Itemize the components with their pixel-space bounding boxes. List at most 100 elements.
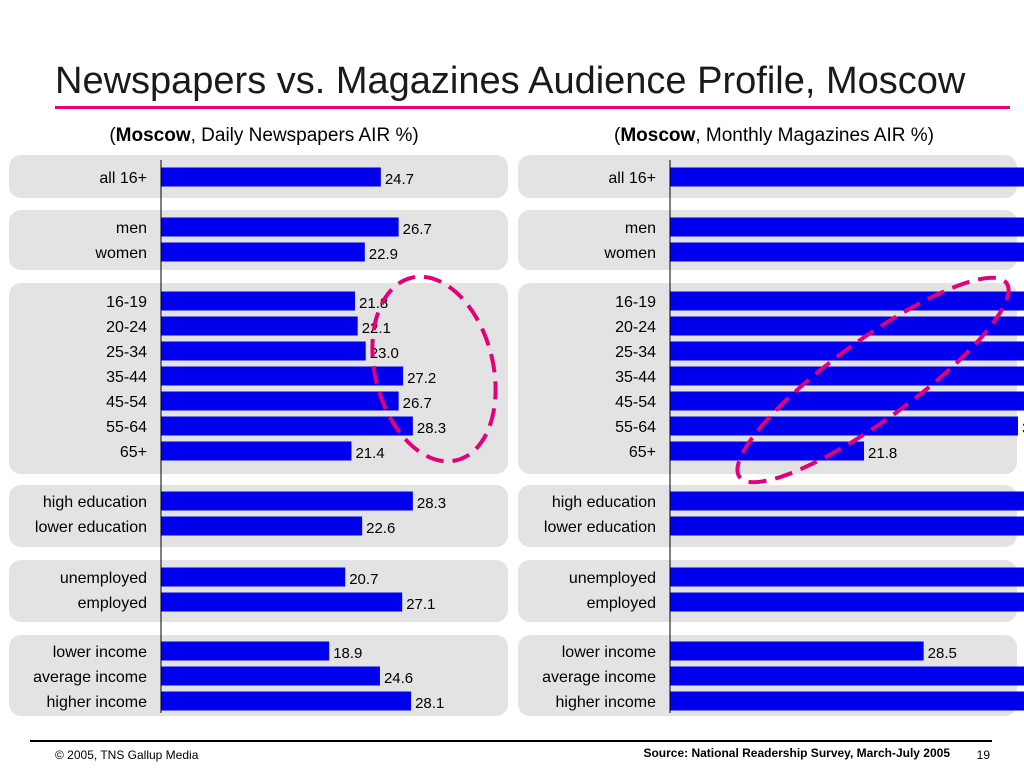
newspapers-bar (161, 691, 412, 711)
magazines-category-label: 45-54 (615, 394, 656, 411)
magazines-category-label: unemployed (569, 570, 656, 587)
magazines-bar (670, 441, 865, 461)
magazines-category-label: 65+ (629, 444, 656, 461)
newspapers-category-label: lower education (35, 519, 147, 536)
newspapers-category-label: average income (33, 669, 147, 686)
magazines-value-label: 39.1 (1022, 420, 1024, 437)
newspapers-value-label: 23.0 (370, 345, 399, 362)
newspapers-bar (161, 641, 330, 661)
newspapers-category-label: 45-54 (106, 394, 147, 411)
newspapers-chart-title-rest: , Daily Newspapers AIR %) (190, 125, 419, 146)
newspapers-value-label: 21.4 (355, 445, 384, 462)
magazines-bar (670, 567, 1024, 587)
newspapers-bar (161, 167, 381, 187)
newspapers-category-label: high education (43, 494, 147, 511)
magazines-category-label: 55-64 (615, 419, 656, 436)
newspapers-value-label: 26.7 (403, 395, 432, 412)
magazines-bar (670, 416, 1018, 436)
charts-canvas: all 16+ 24.7 men 26.7 women 22.9 16-19 21.8 20-2… (9, 155, 1024, 716)
magazines-bar (670, 316, 1024, 336)
magazines-bar (670, 366, 1024, 386)
newspapers-category-label: higher income (47, 694, 148, 711)
newspapers-category-label: women (94, 245, 147, 262)
magazines-age-highlight (735, 275, 1011, 485)
newspapers-bar (161, 516, 363, 536)
newspapers-bar (161, 416, 413, 436)
newspapers-bar (161, 391, 399, 411)
newspapers-value-label: 22.1 (362, 320, 391, 337)
magazines-bar (670, 291, 1024, 311)
newspapers-category-label: all 16+ (99, 170, 147, 187)
newspapers-bar (161, 592, 403, 612)
magazines-value-label: 21.8 (868, 445, 897, 462)
newspapers-bar (161, 491, 413, 511)
footer-rule (30, 740, 992, 742)
newspapers-bar (161, 291, 356, 311)
magazines-category-label: high education (552, 494, 656, 511)
newspapers-bar (161, 341, 366, 361)
magazines-category-label: lower education (544, 519, 656, 536)
magazines-bar (670, 666, 1024, 686)
magazines-bar (670, 516, 1024, 536)
magazines-bar (670, 491, 1024, 511)
magazines-category-label: 25-34 (615, 344, 656, 361)
newspapers-bar (161, 567, 346, 587)
magazines-category-label: men (625, 220, 656, 237)
magazines-bar (670, 167, 1024, 187)
magazines-category-label: 16-19 (615, 294, 656, 311)
newspapers-value-label: 20.7 (349, 571, 378, 588)
newspapers-value-label: 24.7 (385, 171, 414, 188)
magazines-category-label: all 16+ (608, 170, 656, 187)
newspapers-value-label: 28.1 (415, 695, 444, 712)
newspapers-category-label: 55-64 (106, 419, 147, 436)
newspapers-category-label: men (116, 220, 147, 237)
magazines-chart-title-rest: , Monthly Magazines AIR %) (695, 125, 934, 146)
magazines-chart-title-bold: Moscow (620, 125, 696, 146)
magazines-category-label: lower income (562, 644, 656, 661)
newspapers-bar (161, 366, 404, 386)
page-title: Newspapers vs. Magazines Audience Profil… (55, 60, 966, 102)
newspapers-bar (161, 441, 352, 461)
magazines-chart-title: (Moscow, Monthly Magazines AIR %) (614, 125, 934, 146)
magazines-bar (670, 592, 1024, 612)
newspapers-value-label: 21.8 (359, 295, 388, 312)
magazines-category-label: women (603, 245, 656, 262)
newspapers-bar (161, 666, 380, 686)
newspapers-category-label: unemployed (60, 570, 147, 587)
newspapers-category-label: 16-19 (106, 294, 147, 311)
newspapers-value-label: 27.1 (406, 596, 435, 613)
newspapers-value-label: 22.6 (366, 520, 395, 537)
magazines-bar (670, 641, 924, 661)
newspapers-value-label: 22.9 (369, 246, 398, 263)
newspapers-bar (161, 217, 399, 237)
newspapers-category-label: 25-34 (106, 344, 147, 361)
newspapers-value-label: 18.9 (333, 645, 362, 662)
page-number: 19 (976, 748, 990, 762)
newspapers-value-label: 28.3 (417, 420, 446, 437)
magazines-category-label: employed (587, 595, 656, 612)
newspapers-chart-title-bold: Moscow (115, 125, 191, 146)
newspapers-category-label: 35-44 (106, 369, 147, 386)
magazines-category-label: 35-44 (615, 369, 656, 386)
newspapers-age-highlight (370, 274, 498, 464)
magazines-bar (670, 391, 1024, 411)
magazines-category-label: average income (542, 669, 656, 686)
title-underline (55, 106, 1010, 109)
magazines-bar (670, 217, 1024, 237)
source-text: Source: National Readership Survey, Marc… (643, 746, 950, 760)
magazines-bar (670, 242, 1024, 262)
magazines-value-label: 28.5 (928, 645, 957, 662)
newspapers-category-label: employed (78, 595, 147, 612)
magazines-category-label: 20-24 (615, 319, 656, 336)
newspapers-category-label: 20-24 (106, 319, 147, 336)
newspapers-chart-title: (Moscow, Daily Newspapers AIR %) (109, 125, 419, 146)
magazines-bar (670, 691, 1024, 711)
newspapers-bar (161, 242, 365, 262)
copyright-text: © 2005, TNS Gallup Media (55, 748, 199, 762)
newspapers-value-label: 28.3 (417, 495, 446, 512)
newspapers-bar (161, 316, 358, 336)
newspapers-value-label: 24.6 (384, 670, 413, 687)
newspapers-value-label: 26.7 (403, 221, 432, 238)
newspapers-category-label: 65+ (120, 444, 147, 461)
newspapers-value-label: 27.2 (407, 370, 436, 387)
